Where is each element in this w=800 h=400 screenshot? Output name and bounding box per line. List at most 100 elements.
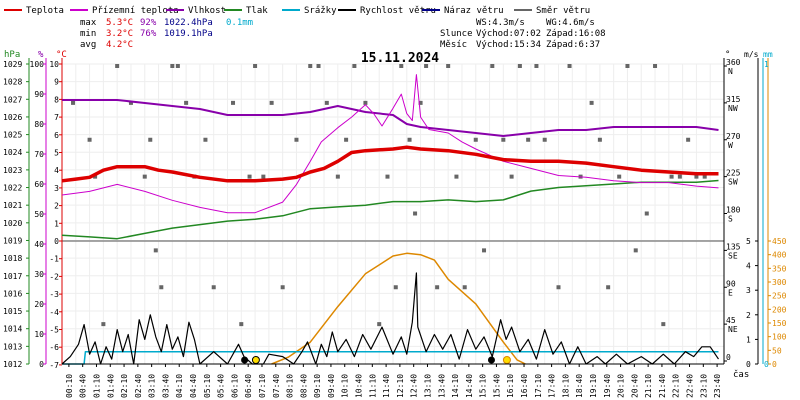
temp-tick-label: 1 <box>54 219 59 228</box>
x-tick-label: 06:40 <box>244 374 253 398</box>
x-tick-label: 15:10 <box>479 374 488 398</box>
direction-name-label: S <box>728 215 733 224</box>
direction-name-label: SE <box>728 251 738 260</box>
wind-direction-dot <box>335 174 340 179</box>
wind-direction-dot <box>517 64 522 68</box>
x-tick-label: 19:40 <box>603 374 612 398</box>
x-tick-label: 10:40 <box>355 374 364 398</box>
wind-direction-dot <box>269 100 274 105</box>
x-tick-label: 17:10 <box>534 374 543 398</box>
x-tick-label: 23:10 <box>699 374 708 398</box>
wind-direction-dot <box>556 285 561 290</box>
wind-direction-dot <box>606 285 611 290</box>
series-line <box>61 145 719 183</box>
x-tick-label: 07:10 <box>258 374 267 398</box>
x-tick-label: 08:40 <box>299 374 308 398</box>
pressure-tick-label: 1026 <box>3 113 22 122</box>
legend-label: Teplota <box>26 6 64 16</box>
solar-tick-label: 200 <box>772 305 787 314</box>
axis-title-mm: mm <box>763 50 773 59</box>
temp-tick-label: -6 <box>49 343 59 352</box>
chart-date-title: 15.11.2024 <box>361 51 439 66</box>
wind-direction-dot <box>142 174 147 179</box>
stats-max-label: max <box>80 18 97 28</box>
direction-tick-label: 45 <box>726 316 736 325</box>
wind-direction-dot <box>686 137 691 142</box>
x-tick-label: 21:10 <box>644 374 653 398</box>
x-tick-label: 12:40 <box>410 374 419 398</box>
stats-block: max min avg 5.3°C 3.2°C 4.2°C 92% 76% 10… <box>80 18 253 50</box>
x-tick-label: 19:10 <box>589 374 598 398</box>
x-tick-label: 18:10 <box>561 374 570 398</box>
wind-direction-dot <box>677 174 682 179</box>
wind-direction-dot <box>597 137 602 142</box>
wind-direction-dot <box>159 285 164 290</box>
wind-direction-dot <box>501 137 506 142</box>
x-tick-label: 06:10 <box>230 374 239 398</box>
wind-direction-dot <box>534 64 539 68</box>
stats-min-label: min <box>80 29 96 39</box>
x-tick-label: 01:10 <box>92 374 101 398</box>
x-tick-label: 17:40 <box>548 374 557 398</box>
temp-tick-label: 7 <box>54 113 59 122</box>
temp-tick-label: 6 <box>54 131 59 140</box>
temp-tick-label: -3 <box>49 290 59 299</box>
pressure-tick-label: 1020 <box>3 219 22 228</box>
sunset-marker <box>502 356 511 364</box>
axis-title-time: čas <box>733 369 749 380</box>
x-tick-label: 09:10 <box>313 374 322 398</box>
stats-max-temp: 5.3°C <box>106 18 133 28</box>
pressure-tick-label: 1027 <box>3 95 22 104</box>
x-axis: 00:10 00:40 01:10 01:40 02:10 02:40 03:10 03:40… <box>62 363 724 398</box>
humidity-tick-label: 80 <box>34 120 44 129</box>
wind-direction-dot <box>128 100 133 105</box>
wind-direction-dot <box>413 211 418 216</box>
wind-gust-info: WG:4.6m/s <box>546 18 595 28</box>
x-tick-label: 23:40 <box>713 374 722 398</box>
x-tick-label: 20:40 <box>630 374 639 398</box>
direction-tick-label: 0 <box>726 353 731 362</box>
wind-direction-dot <box>669 174 674 179</box>
x-tick-label: 14:10 <box>451 374 460 398</box>
x-tick-label: 03:10 <box>148 374 157 398</box>
wind-direction-dot <box>203 137 208 142</box>
x-tick-label: 04:40 <box>189 374 198 398</box>
wind-direction-dot <box>280 285 285 290</box>
temp-tick-label: 8 <box>54 95 59 104</box>
pressure-tick-label: 1017 <box>3 272 22 281</box>
wind-direction-dot <box>589 100 594 105</box>
pressure-tick-label: 1015 <box>3 307 22 316</box>
wind-direction-dot <box>482 248 487 253</box>
pressure-tick-label: 1016 <box>3 289 22 298</box>
x-tick-label: 07:40 <box>272 374 281 398</box>
direction-name-label: N <box>728 67 733 76</box>
wind-direction-dot <box>87 137 92 142</box>
series-line <box>271 252 526 365</box>
pressure-tick-label: 1028 <box>3 78 22 87</box>
axis-title-hpa: hPa <box>4 50 20 60</box>
pressure-tick-label: 1024 <box>3 148 22 157</box>
direction-tick-label: 135 <box>726 242 741 251</box>
temp-tick-label: 3 <box>54 184 59 193</box>
wind-direction-dot <box>324 100 329 105</box>
x-tick-label: 01:40 <box>106 374 115 398</box>
wind-direction-dot <box>385 174 390 179</box>
legend-label: Srážky <box>304 6 337 16</box>
x-tick-label: 20:10 <box>617 374 626 398</box>
direction-name-label: E <box>728 288 733 297</box>
x-tick-label: 04:10 <box>175 374 184 398</box>
stats-avg-label: avg <box>80 40 96 50</box>
stats-min-hum: 76% <box>140 29 157 39</box>
wind-direction-dot <box>702 174 707 179</box>
x-tick-label: 05:40 <box>217 374 226 398</box>
solar-tick-label: 350 <box>772 264 787 273</box>
moon-label: Měsíc <box>440 40 467 50</box>
wind-direction-dot <box>418 100 423 105</box>
wind-direction-dot <box>625 64 630 68</box>
direction-name-label: W <box>728 141 733 150</box>
solar-tick-label: 0 <box>772 360 777 369</box>
wind-direction-dot <box>377 322 382 327</box>
axis-title-ms: m/s <box>744 50 759 59</box>
x-tick-label: 10:10 <box>341 374 350 398</box>
